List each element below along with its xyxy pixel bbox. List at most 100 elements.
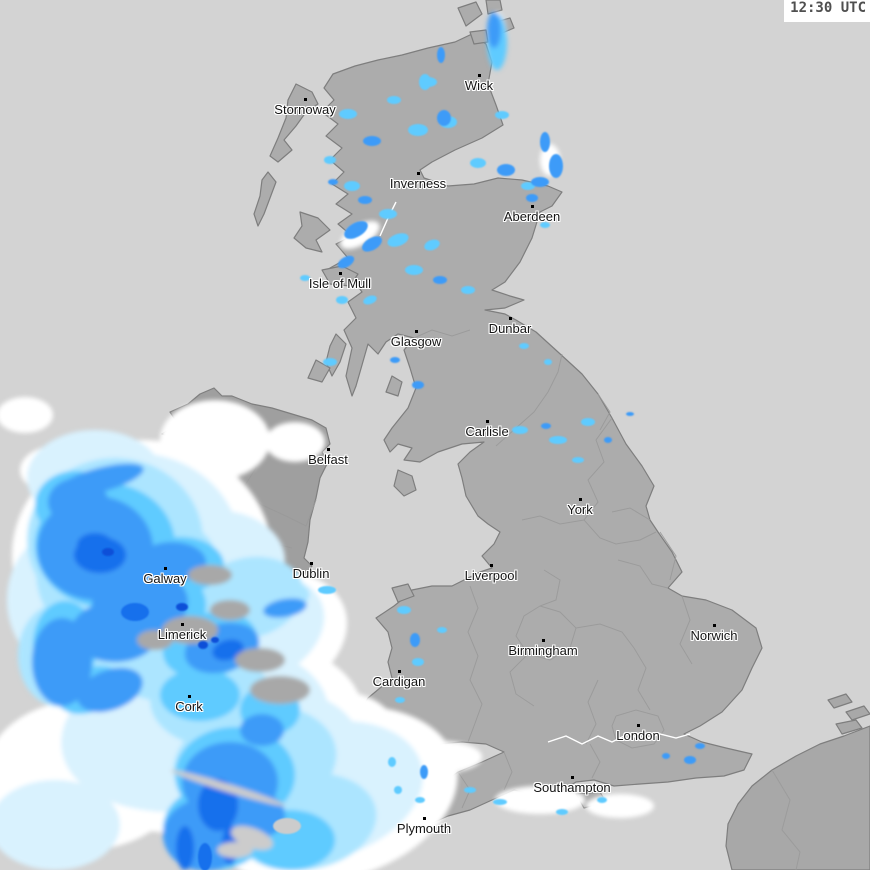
precip-cell-moderate [318, 586, 336, 594]
precip-cell-moderate [323, 358, 337, 366]
precip-cell-artifact [217, 842, 253, 858]
precip-cell-heavy [497, 164, 515, 176]
precip-cell-moderate [597, 797, 607, 803]
city-dot-dublin [310, 562, 313, 565]
precip-cell-moderate [521, 182, 535, 190]
city-dot-stornoway [304, 98, 307, 101]
precip-cell-extreme [102, 548, 114, 556]
precip-cell-land_patch [210, 600, 250, 620]
city-label-southampton: Southampton [533, 780, 611, 795]
city-label-york: York [567, 502, 593, 517]
city-label-liverpool: Liverpool [464, 568, 518, 583]
orkney-land-1 [457, 1, 483, 27]
precip-cell-heavy [363, 136, 381, 146]
city-label-dublin: Dublin [292, 566, 330, 581]
precip-cell-heavy [263, 598, 307, 618]
precip-cell-trace [495, 786, 585, 814]
continent-island-3 [835, 719, 863, 735]
precip-cell-extreme [211, 637, 219, 643]
precip-cell-heavy [240, 714, 284, 746]
precip-cell-extreme [198, 641, 208, 649]
precip-cell-heavy [662, 753, 670, 759]
city-dot-cardigan [398, 670, 401, 673]
city-label-wick: Wick [464, 78, 494, 93]
outer-hebrides-land [269, 83, 319, 163]
precip-cell-heavy [328, 179, 338, 185]
precipitation-layer-cells [102, 47, 705, 870]
precip-cell-land_patch [162, 616, 218, 644]
precip-cell-trace [160, 400, 270, 480]
precip-cell-extreme [176, 603, 188, 611]
precip-cell-heavy [549, 154, 563, 178]
precip-cell-heavy [362, 236, 382, 252]
precip-cell-moderate [300, 275, 310, 281]
precip-cell-moderate [470, 158, 486, 168]
precip-cell-heavy [526, 194, 538, 202]
precip-cell-very_light [0, 780, 120, 870]
precip-cell-trace [0, 397, 53, 433]
continent-island-2 [845, 705, 870, 721]
city-dot-york [579, 498, 582, 501]
city-dot-london [637, 724, 640, 727]
city-dot-cork [188, 695, 191, 698]
city-label-london: London [616, 728, 660, 743]
precip-cell-moderate [412, 658, 424, 666]
timestamp-badge: 12:30 UTC [784, 0, 870, 22]
city-label-carlisle: Carlisle [465, 424, 509, 439]
city-dot-norwich [713, 624, 716, 627]
precip-cell-moderate [344, 181, 360, 191]
precip-cell-artifact [273, 818, 301, 834]
city-dot-isle-of-mull [339, 272, 342, 275]
precip-cell-intense [212, 639, 244, 661]
city-dot-wick [478, 74, 481, 77]
city-dot-galway [164, 567, 167, 570]
orkney-land-4 [469, 29, 489, 45]
city-label-aberdeen: Aberdeen [503, 209, 561, 224]
city-label-plymouth: Plymouth [396, 821, 452, 836]
uists-land [253, 171, 277, 227]
precip-cell-moderate [540, 222, 550, 228]
islay-land [307, 359, 331, 383]
precip-cell-moderate [397, 606, 411, 614]
precip-cell-heavy [684, 756, 696, 764]
city-dot-plymouth [423, 817, 426, 820]
precip-cell-moderate [336, 296, 348, 304]
city-dot-liverpool [490, 564, 493, 567]
precip-cell-moderate [408, 124, 428, 136]
precip-cell-land_patch [188, 565, 232, 585]
city-label-stornoway: Stornoway [274, 102, 336, 117]
precip-cell-moderate [544, 359, 552, 365]
river-thames [547, 733, 691, 745]
continent-land [725, 725, 870, 870]
city-dot-southampton [571, 776, 574, 779]
city-label-dunbar: Dunbar [488, 321, 532, 336]
precip-cell-heavy [138, 542, 206, 582]
city-dot-dunbar [509, 317, 512, 320]
precip-cell-intense [121, 603, 149, 621]
precip-cell-heavy [487, 12, 501, 48]
precip-cell-moderate [415, 797, 425, 803]
precipitation-layer-soft [0, 12, 654, 870]
arran-land [385, 375, 403, 397]
city-label-glasgow: Glasgow [390, 334, 442, 349]
precip-cell-heavy [604, 437, 612, 443]
precip-cell-trace [265, 422, 325, 462]
city-label-cork: Cork [175, 699, 203, 714]
precip-cell-moderate [464, 787, 476, 793]
precip-cell-heavy [433, 276, 447, 284]
precip-cell-intense [198, 843, 212, 870]
precip-cell-moderate [160, 669, 240, 721]
precip-cell-land_patch [137, 630, 173, 650]
precip-cell-intense [176, 826, 194, 870]
precip-cell-heavy [437, 110, 451, 126]
orkney-land-2 [485, 0, 503, 15]
precip-cell-moderate [387, 96, 401, 104]
city-dot-aberdeen [531, 205, 534, 208]
precip-cell-heavy [358, 196, 372, 204]
city-label-birmingham: Birmingham [508, 643, 578, 658]
precip-cell-moderate [339, 109, 357, 119]
city-dot-glasgow [415, 330, 418, 333]
precip-cell-moderate [495, 111, 509, 119]
city-dot-belfast [327, 448, 330, 451]
